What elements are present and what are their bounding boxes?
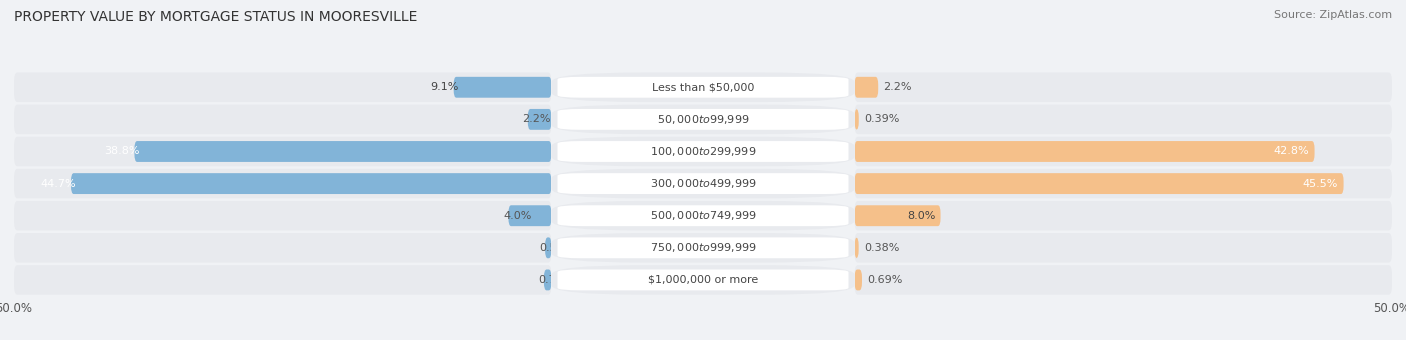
FancyBboxPatch shape: [855, 205, 941, 226]
FancyBboxPatch shape: [14, 72, 551, 102]
Text: $500,000 to $749,999: $500,000 to $749,999: [650, 209, 756, 222]
FancyBboxPatch shape: [72, 173, 551, 194]
FancyBboxPatch shape: [855, 169, 1392, 198]
Text: 8.0%: 8.0%: [907, 211, 935, 221]
Text: 2.2%: 2.2%: [883, 82, 912, 92]
Text: 38.8%: 38.8%: [104, 147, 139, 156]
Text: 9.1%: 9.1%: [430, 82, 458, 92]
FancyBboxPatch shape: [551, 233, 855, 262]
FancyBboxPatch shape: [558, 237, 848, 258]
FancyBboxPatch shape: [855, 109, 859, 130]
FancyBboxPatch shape: [855, 141, 1315, 162]
FancyBboxPatch shape: [558, 173, 848, 194]
Text: 0.38%: 0.38%: [865, 243, 900, 253]
FancyBboxPatch shape: [855, 105, 1392, 134]
Text: 42.8%: 42.8%: [1274, 147, 1309, 156]
FancyBboxPatch shape: [855, 237, 859, 258]
FancyBboxPatch shape: [14, 201, 551, 231]
FancyBboxPatch shape: [855, 270, 862, 290]
Text: $300,000 to $499,999: $300,000 to $499,999: [650, 177, 756, 190]
FancyBboxPatch shape: [135, 141, 551, 162]
FancyBboxPatch shape: [14, 105, 551, 134]
FancyBboxPatch shape: [551, 72, 855, 102]
Text: PROPERTY VALUE BY MORTGAGE STATUS IN MOORESVILLE: PROPERTY VALUE BY MORTGAGE STATUS IN MOO…: [14, 10, 418, 24]
FancyBboxPatch shape: [855, 137, 1392, 166]
FancyBboxPatch shape: [14, 233, 551, 262]
Text: 45.5%: 45.5%: [1303, 178, 1339, 189]
Text: Source: ZipAtlas.com: Source: ZipAtlas.com: [1274, 10, 1392, 20]
FancyBboxPatch shape: [551, 137, 855, 166]
Text: $1,000,000 or more: $1,000,000 or more: [648, 275, 758, 285]
FancyBboxPatch shape: [855, 72, 1392, 102]
FancyBboxPatch shape: [551, 105, 855, 134]
FancyBboxPatch shape: [551, 201, 855, 231]
FancyBboxPatch shape: [855, 77, 879, 98]
FancyBboxPatch shape: [558, 141, 848, 162]
Text: 44.7%: 44.7%: [41, 178, 76, 189]
FancyBboxPatch shape: [855, 173, 1344, 194]
FancyBboxPatch shape: [855, 201, 1392, 231]
Text: $750,000 to $999,999: $750,000 to $999,999: [650, 241, 756, 254]
Text: 0.69%: 0.69%: [868, 275, 903, 285]
FancyBboxPatch shape: [14, 169, 551, 198]
FancyBboxPatch shape: [14, 265, 551, 295]
FancyBboxPatch shape: [855, 265, 1392, 295]
FancyBboxPatch shape: [558, 109, 848, 130]
Text: Less than $50,000: Less than $50,000: [652, 82, 754, 92]
Text: 0.39%: 0.39%: [865, 114, 900, 124]
FancyBboxPatch shape: [14, 137, 551, 166]
FancyBboxPatch shape: [544, 270, 551, 290]
FancyBboxPatch shape: [546, 237, 551, 258]
FancyBboxPatch shape: [855, 233, 1392, 262]
FancyBboxPatch shape: [454, 77, 551, 98]
FancyBboxPatch shape: [558, 205, 848, 226]
Text: 4.0%: 4.0%: [503, 211, 531, 221]
Text: $100,000 to $299,999: $100,000 to $299,999: [650, 145, 756, 158]
Text: 0.7%: 0.7%: [538, 275, 567, 285]
FancyBboxPatch shape: [527, 109, 551, 130]
FancyBboxPatch shape: [551, 169, 855, 198]
FancyBboxPatch shape: [558, 270, 848, 290]
FancyBboxPatch shape: [551, 265, 855, 295]
Text: $50,000 to $99,999: $50,000 to $99,999: [657, 113, 749, 126]
Text: 2.2%: 2.2%: [523, 114, 551, 124]
Text: 0.59%: 0.59%: [540, 243, 575, 253]
FancyBboxPatch shape: [509, 205, 551, 226]
FancyBboxPatch shape: [558, 77, 848, 98]
